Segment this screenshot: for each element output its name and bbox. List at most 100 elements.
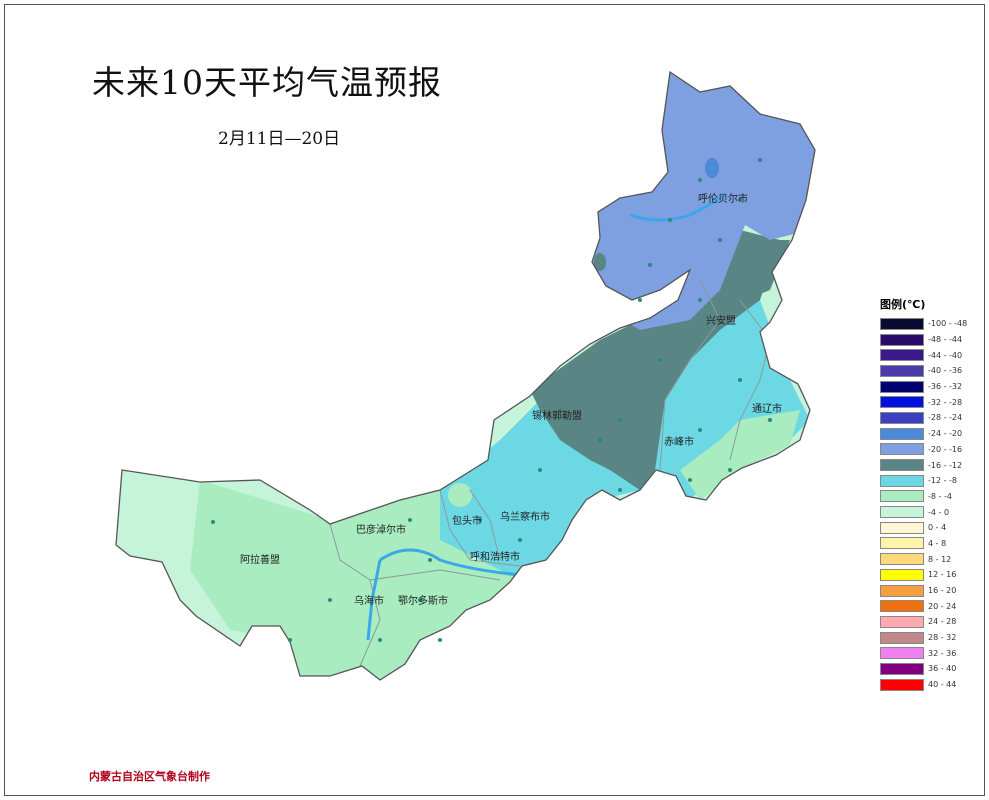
map-frame: [4, 4, 985, 796]
zone-minus8-4-spot: [448, 483, 472, 507]
region-label-xilingol: 锡林郭勒盟: [532, 409, 582, 422]
legend-swatch: [880, 553, 924, 566]
legend-range-label: 8 - 12: [928, 554, 952, 564]
legend-swatch: [880, 678, 924, 691]
legend-range-label: -44 - -40: [928, 350, 963, 360]
legend-swatch: [880, 537, 924, 550]
legend-swatch: [880, 396, 924, 409]
legend-range-label: -28 - -24: [928, 413, 963, 423]
legend-item: -8 - -4: [880, 489, 967, 505]
legend-range-label: 32 - 36: [928, 648, 957, 658]
legend-item: 16 - 20: [880, 583, 967, 599]
legend-swatch: [880, 506, 924, 519]
region-label-baotou: 包头市: [452, 514, 482, 527]
zone-minus16-12: [530, 230, 780, 490]
zone-minus16-12-ne: [730, 240, 790, 300]
legend-item: 0 - 4: [880, 520, 967, 536]
region-label-ulanqab: 乌兰察布市: [500, 510, 550, 523]
legend-item: 20 - 24: [880, 598, 967, 614]
region-label-bayannur: 巴彦淖尔市: [356, 523, 406, 536]
map-subtitle: 2月11日—20日: [218, 129, 341, 149]
legend-swatch: [880, 647, 924, 660]
region-label-chifeng: 赤峰市: [664, 435, 694, 448]
legend-range-label: -40 - -36: [928, 366, 963, 376]
region-label-ordos: 鄂尔多斯市: [398, 594, 448, 607]
legend-range-label: -100 - -48: [928, 319, 968, 329]
legend-range-label: 4 - 8: [928, 538, 947, 548]
legend-range-label: -32 - -28: [928, 397, 963, 407]
legend-item: -16 - -12: [880, 457, 967, 473]
zone-minus8-4-east: [680, 410, 800, 500]
region-label-alxa: 阿拉善盟: [240, 553, 280, 566]
legend-range-label: 28 - 32: [928, 633, 957, 643]
zone-minus24-20-spot: [705, 158, 719, 178]
legend-swatch: [880, 631, 924, 644]
region-label-wuhai: 乌海市: [354, 594, 384, 607]
legend-item: -36 - -32: [880, 379, 967, 395]
legend-range-label: -16 - -12: [928, 460, 963, 470]
legend-item: 12 - 16: [880, 567, 967, 583]
legend-item: 28 - 32: [880, 630, 967, 646]
legend-item: 36 - 40: [880, 661, 967, 677]
legend-title: 图例(℃): [880, 298, 926, 311]
legend-swatch: [880, 662, 924, 675]
legend-item: -20 - -16: [880, 442, 967, 458]
legend-swatch: [880, 427, 924, 440]
legend-range-label: 12 - 16: [928, 570, 957, 580]
legend-swatch: [880, 600, 924, 613]
legend-range-label: -12 - -8: [928, 476, 958, 486]
region-label-hohhot: 呼和浩特市: [470, 550, 520, 563]
map-title: 未来10天平均气温预报: [92, 63, 442, 102]
legend-item: -48 - -44: [880, 332, 967, 348]
legend-item: -28 - -24: [880, 410, 967, 426]
yellow-river: [366, 548, 521, 641]
legend-item: 8 - 12: [880, 551, 967, 567]
legend-swatch: [880, 317, 924, 330]
legend-item: -44 - -40: [880, 347, 967, 363]
legend-range-label: 16 - 20: [928, 586, 957, 596]
legend-swatch: [880, 333, 924, 346]
legend-range-label: 20 - 24: [928, 601, 957, 611]
legend-item: 32 - 36: [880, 645, 967, 661]
legend-swatch: [880, 584, 924, 597]
legend-swatch: [880, 349, 924, 362]
legend-range-label: -24 - -20: [928, 429, 963, 439]
region-label-hulunbuir: 呼伦贝尔市: [698, 192, 748, 205]
legend-range-label: 0 - 4: [928, 523, 947, 533]
legend-range-label: -20 - -16: [928, 444, 963, 454]
legend-item: -40 - -36: [880, 363, 967, 379]
legend-swatch: [880, 568, 924, 581]
legend-range-label: 36 - 40: [928, 664, 957, 674]
legend-item: -24 - -20: [880, 426, 967, 442]
legend-swatch: [880, 521, 924, 534]
legend-range-label: 24 - 28: [928, 617, 957, 627]
legend-item: -32 - -28: [880, 394, 967, 410]
legend-item: 4 - 8: [880, 536, 967, 552]
legend-swatch: [880, 443, 924, 456]
legend-item: -100 - -48: [880, 316, 967, 332]
station-markers: [211, 158, 772, 642]
legend-swatch: [880, 490, 924, 503]
region-label-tongliao: 通辽市: [752, 402, 782, 415]
legend-swatch: [880, 615, 924, 628]
hulun-river: [629, 193, 726, 222]
legend-swatch: [880, 380, 924, 393]
legend-swatch: [880, 411, 924, 424]
legend-item: 40 - 44: [880, 677, 967, 693]
legend-item: 24 - 28: [880, 614, 967, 630]
legend-item: -12 - -8: [880, 473, 967, 489]
legend: 图例(℃) -100 - -48 -48 - -44 -44 - -40 -40 - …: [880, 296, 967, 693]
legend-swatch: [880, 364, 924, 377]
legend-range-label: -4 - 0: [928, 507, 950, 517]
admin-boundaries: [329, 279, 771, 667]
region-label-xinganmeng: 兴安盟: [706, 314, 736, 327]
zone-minus16-12-spot: [594, 253, 606, 271]
legend-range-label: -36 - -32: [928, 382, 963, 392]
legend-range-label: -8 - -4: [928, 491, 952, 501]
footer-credit: 内蒙古自治区气象台制作: [89, 770, 210, 783]
legend-range-label: -48 - -44: [928, 335, 963, 345]
legend-swatch: [880, 459, 924, 472]
legend-item: -4 - 0: [880, 504, 967, 520]
legend-swatch: [880, 474, 924, 487]
